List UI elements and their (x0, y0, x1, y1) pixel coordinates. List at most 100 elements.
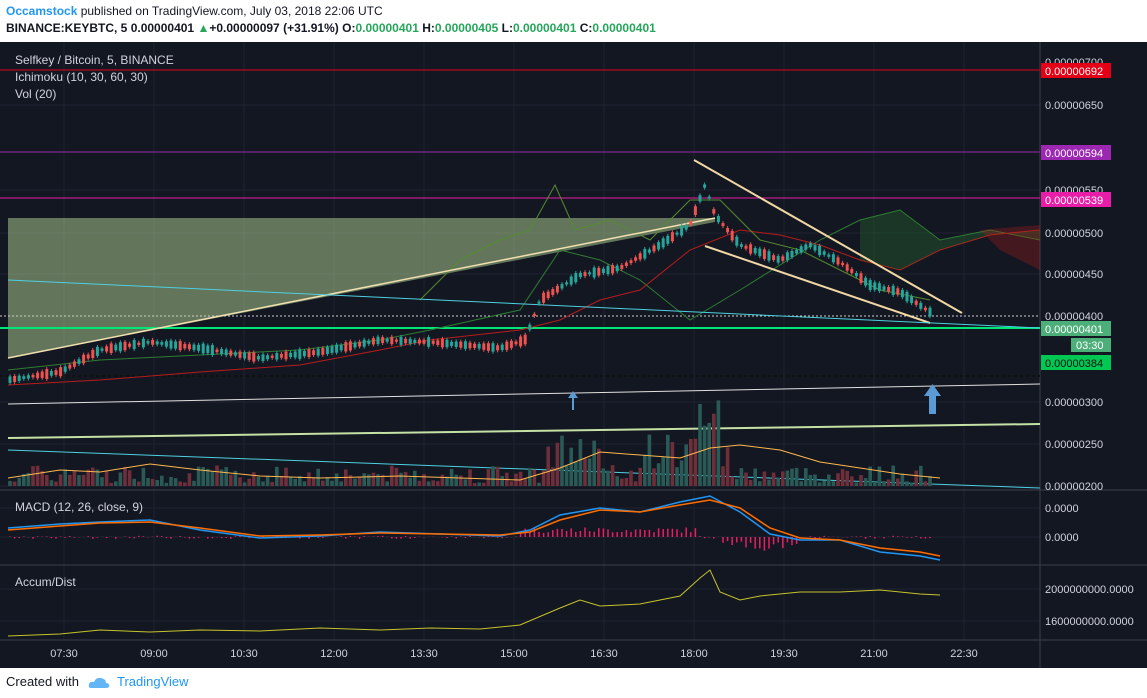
volume-legend[interactable]: Vol (20) (15, 87, 56, 101)
up-arrow-icon-large[interactable] (929, 394, 936, 414)
candle (919, 300, 923, 311)
candle (105, 344, 109, 354)
volume-bar (615, 476, 619, 486)
volume-bar (482, 482, 486, 486)
candle (850, 267, 854, 276)
candle (629, 258, 633, 266)
candle (799, 244, 803, 255)
svg-text:2000000000.0000: 2000000000.0000 (1045, 584, 1134, 596)
volume-bar (146, 477, 150, 486)
volume-bar (459, 475, 463, 486)
volume-bar (35, 465, 40, 486)
candle (454, 339, 458, 349)
volume-bar (164, 482, 169, 486)
volume-bar (509, 481, 514, 486)
candle (49, 369, 53, 378)
volume-bar (804, 468, 808, 486)
candle (744, 243, 748, 251)
volume-bar (118, 472, 123, 486)
svg-text:12:00: 12:00 (320, 648, 348, 660)
candle (229, 348, 233, 358)
volume-bar (863, 478, 868, 486)
volume-bar (808, 474, 813, 486)
candle (790, 248, 794, 260)
volume-bar (827, 474, 831, 486)
candle (712, 207, 716, 216)
publish-line: Occamstock published on TradingView.com,… (6, 4, 383, 18)
accum-dist-legend[interactable]: Accum/Dist (15, 575, 76, 589)
candle (716, 214, 720, 225)
tradingview-link[interactable]: TradingView (117, 674, 189, 689)
candle (505, 339, 509, 353)
volume-bar (367, 474, 371, 486)
candle (776, 254, 780, 265)
volume-bar (54, 481, 58, 486)
white-trendline[interactable] (7, 383, 1041, 405)
ichimoku-legend[interactable]: Ichimoku (10, 30, 60, 30) (15, 70, 148, 84)
candle (652, 243, 656, 254)
candle (325, 345, 329, 356)
volume-bar (707, 422, 711, 486)
volume-bar (762, 471, 767, 486)
candle (578, 270, 582, 280)
volume-bar (735, 479, 739, 486)
volume-bar (123, 466, 127, 486)
volume-bar (891, 465, 895, 486)
candle (781, 254, 785, 263)
candle (59, 365, 63, 379)
candle (647, 247, 651, 255)
volume-bar (399, 472, 403, 486)
candle (606, 264, 610, 277)
macd-histogram (9, 527, 931, 551)
candle (762, 247, 766, 261)
candle (680, 223, 684, 238)
volume-bar (468, 469, 472, 486)
volume-bar (923, 481, 928, 486)
volume-bar (850, 476, 854, 486)
candle (362, 337, 366, 349)
macd-legend[interactable]: MACD (12, 26, close, 9) (15, 500, 143, 514)
volume-bar (661, 456, 665, 486)
volume-bar (137, 481, 141, 486)
candle (256, 354, 260, 362)
candle (164, 339, 168, 349)
candle (233, 350, 237, 358)
volume-bar (785, 470, 790, 486)
time-axis[interactable]: 07:30 09:00 10:30 12:00 13:30 15:00 16:3… (50, 648, 978, 660)
cyan-trendline[interactable] (7, 279, 1041, 329)
volume-trendline[interactable] (7, 449, 1041, 489)
author-link[interactable]: Occamstock (6, 4, 78, 18)
candle (440, 336, 444, 350)
volume-bar (601, 468, 606, 486)
tradingview-cloud-icon (88, 676, 110, 690)
volume-bar (712, 413, 716, 486)
candle (266, 353, 270, 362)
volume-bar (265, 475, 270, 486)
volume-bar (141, 467, 146, 486)
volume-bar (698, 403, 702, 486)
volume-bar (472, 482, 477, 486)
candle (422, 337, 426, 346)
wedge-upper-line[interactable] (693, 159, 963, 314)
candle (279, 351, 283, 360)
candle (767, 249, 771, 263)
chart-area[interactable]: Selfkey / Bitcoin, 5, BINANCE Ichimoku (… (0, 42, 1147, 668)
candle (721, 221, 725, 229)
volume-bar (49, 480, 54, 486)
candle (252, 350, 256, 364)
svg-text:0.0000: 0.0000 (1045, 532, 1079, 544)
ascending-trendline[interactable] (7, 217, 716, 359)
chart-canvas[interactable]: Selfkey / Bitcoin, 5, BINANCE Ichimoku (… (0, 42, 1147, 668)
volume-bar (578, 439, 583, 486)
volume-bar (574, 461, 578, 486)
candle (854, 271, 858, 279)
support-trendline[interactable] (7, 423, 1041, 439)
volume-bar (31, 466, 35, 486)
candle (100, 346, 104, 353)
volume-bar (928, 476, 932, 486)
price-badge-692: 0.00000692 (1045, 66, 1103, 78)
candle (160, 340, 164, 347)
candle (436, 338, 440, 347)
last-price: 0.00000401 (130, 21, 195, 35)
wedge-lower-line[interactable] (704, 245, 931, 324)
